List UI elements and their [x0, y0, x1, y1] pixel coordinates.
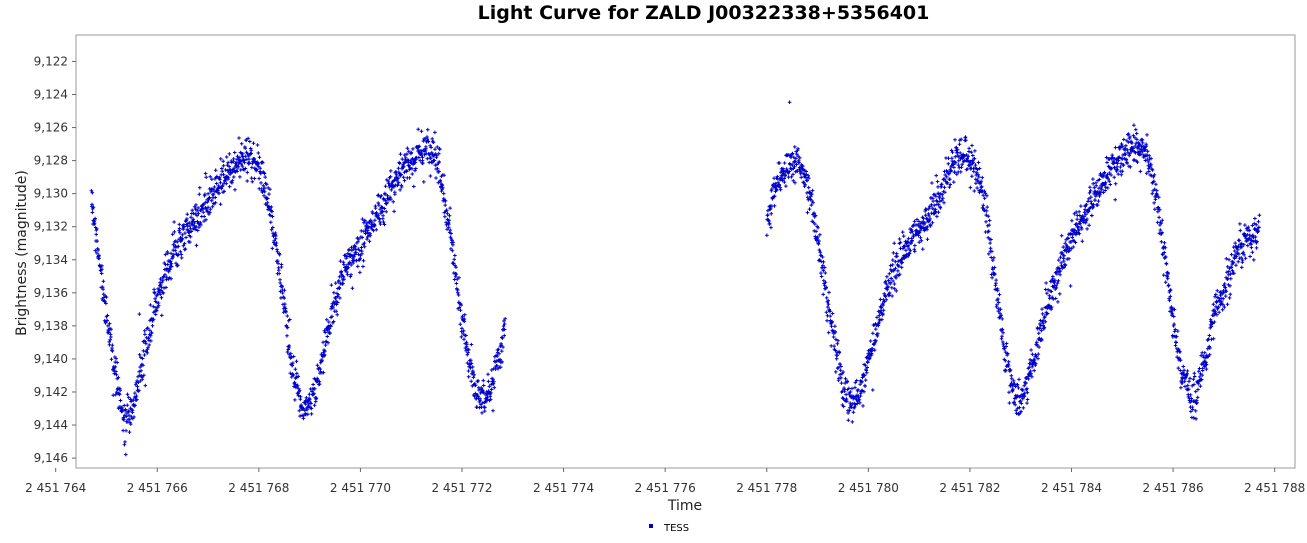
x-tick-label: 2 451 788 — [1244, 481, 1305, 495]
y-axis: 9,122 9,124 9,126 9,128 9,130 9,132 9,134 9,136… — [34, 54, 76, 465]
y-tick-label: 9,144 — [34, 418, 68, 432]
y-tick-label: 9,140 — [34, 352, 68, 366]
y-tick-label: 9,126 — [34, 121, 68, 135]
y-tick-label: 9,142 — [34, 385, 68, 399]
tess-data-points — [89, 100, 1262, 457]
x-tick-label: 2 451 786 — [1143, 481, 1204, 495]
x-tick-label: 2 451 774 — [533, 481, 594, 495]
chart-title: Light Curve for ZALD J00322338+5356401 — [477, 2, 930, 24]
y-tick-label: 9,128 — [34, 154, 68, 168]
legend: TESS — [649, 523, 689, 534]
y-axis-label: Brightness (magnitude) — [14, 170, 30, 336]
x-tick-label: 2 451 766 — [127, 481, 188, 495]
x-tick-label: 2 451 776 — [635, 481, 696, 495]
y-tick-label: 9,130 — [34, 187, 68, 201]
x-tick-label: 2 451 770 — [330, 481, 391, 495]
y-tick-label: 9,146 — [34, 451, 68, 465]
x-axis: 2 451 764 2 451 766 2 451 768 2 451 770 2 45… — [25, 468, 1305, 495]
y-tick-label: 9,138 — [34, 319, 68, 333]
x-tick-label: 2 451 780 — [838, 481, 899, 495]
x-tick-label: 2 451 768 — [228, 481, 289, 495]
y-tick-label: 9,134 — [34, 253, 68, 267]
x-tick-label: 2 451 778 — [736, 481, 797, 495]
x-tick-label: 2 451 772 — [431, 481, 492, 495]
data-points — [89, 100, 1262, 457]
legend-marker-tess — [649, 524, 653, 528]
y-tick-label: 9,132 — [34, 220, 68, 234]
x-tick-label: 2 451 764 — [25, 481, 86, 495]
x-tick-label: 2 451 782 — [939, 481, 1000, 495]
x-axis-label: Time — [667, 498, 702, 514]
y-tick-label: 9,136 — [34, 286, 68, 300]
legend-label-tess: TESS — [663, 523, 689, 534]
plot-area — [75, 34, 1296, 469]
y-tick-label: 9,122 — [34, 54, 68, 68]
x-tick-label: 2 451 784 — [1041, 481, 1102, 495]
y-tick-label: 9,124 — [34, 87, 68, 101]
